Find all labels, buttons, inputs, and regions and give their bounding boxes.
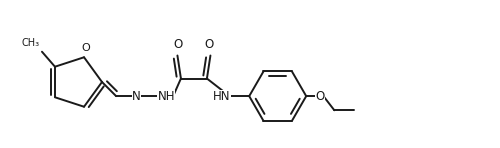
Text: NH: NH (158, 90, 175, 103)
Text: O: O (316, 90, 325, 103)
Text: CH₃: CH₃ (22, 38, 40, 48)
Text: N: N (132, 90, 140, 103)
Text: HN: HN (213, 90, 230, 103)
Text: O: O (174, 38, 183, 50)
Text: O: O (82, 43, 90, 53)
Text: O: O (205, 38, 214, 50)
